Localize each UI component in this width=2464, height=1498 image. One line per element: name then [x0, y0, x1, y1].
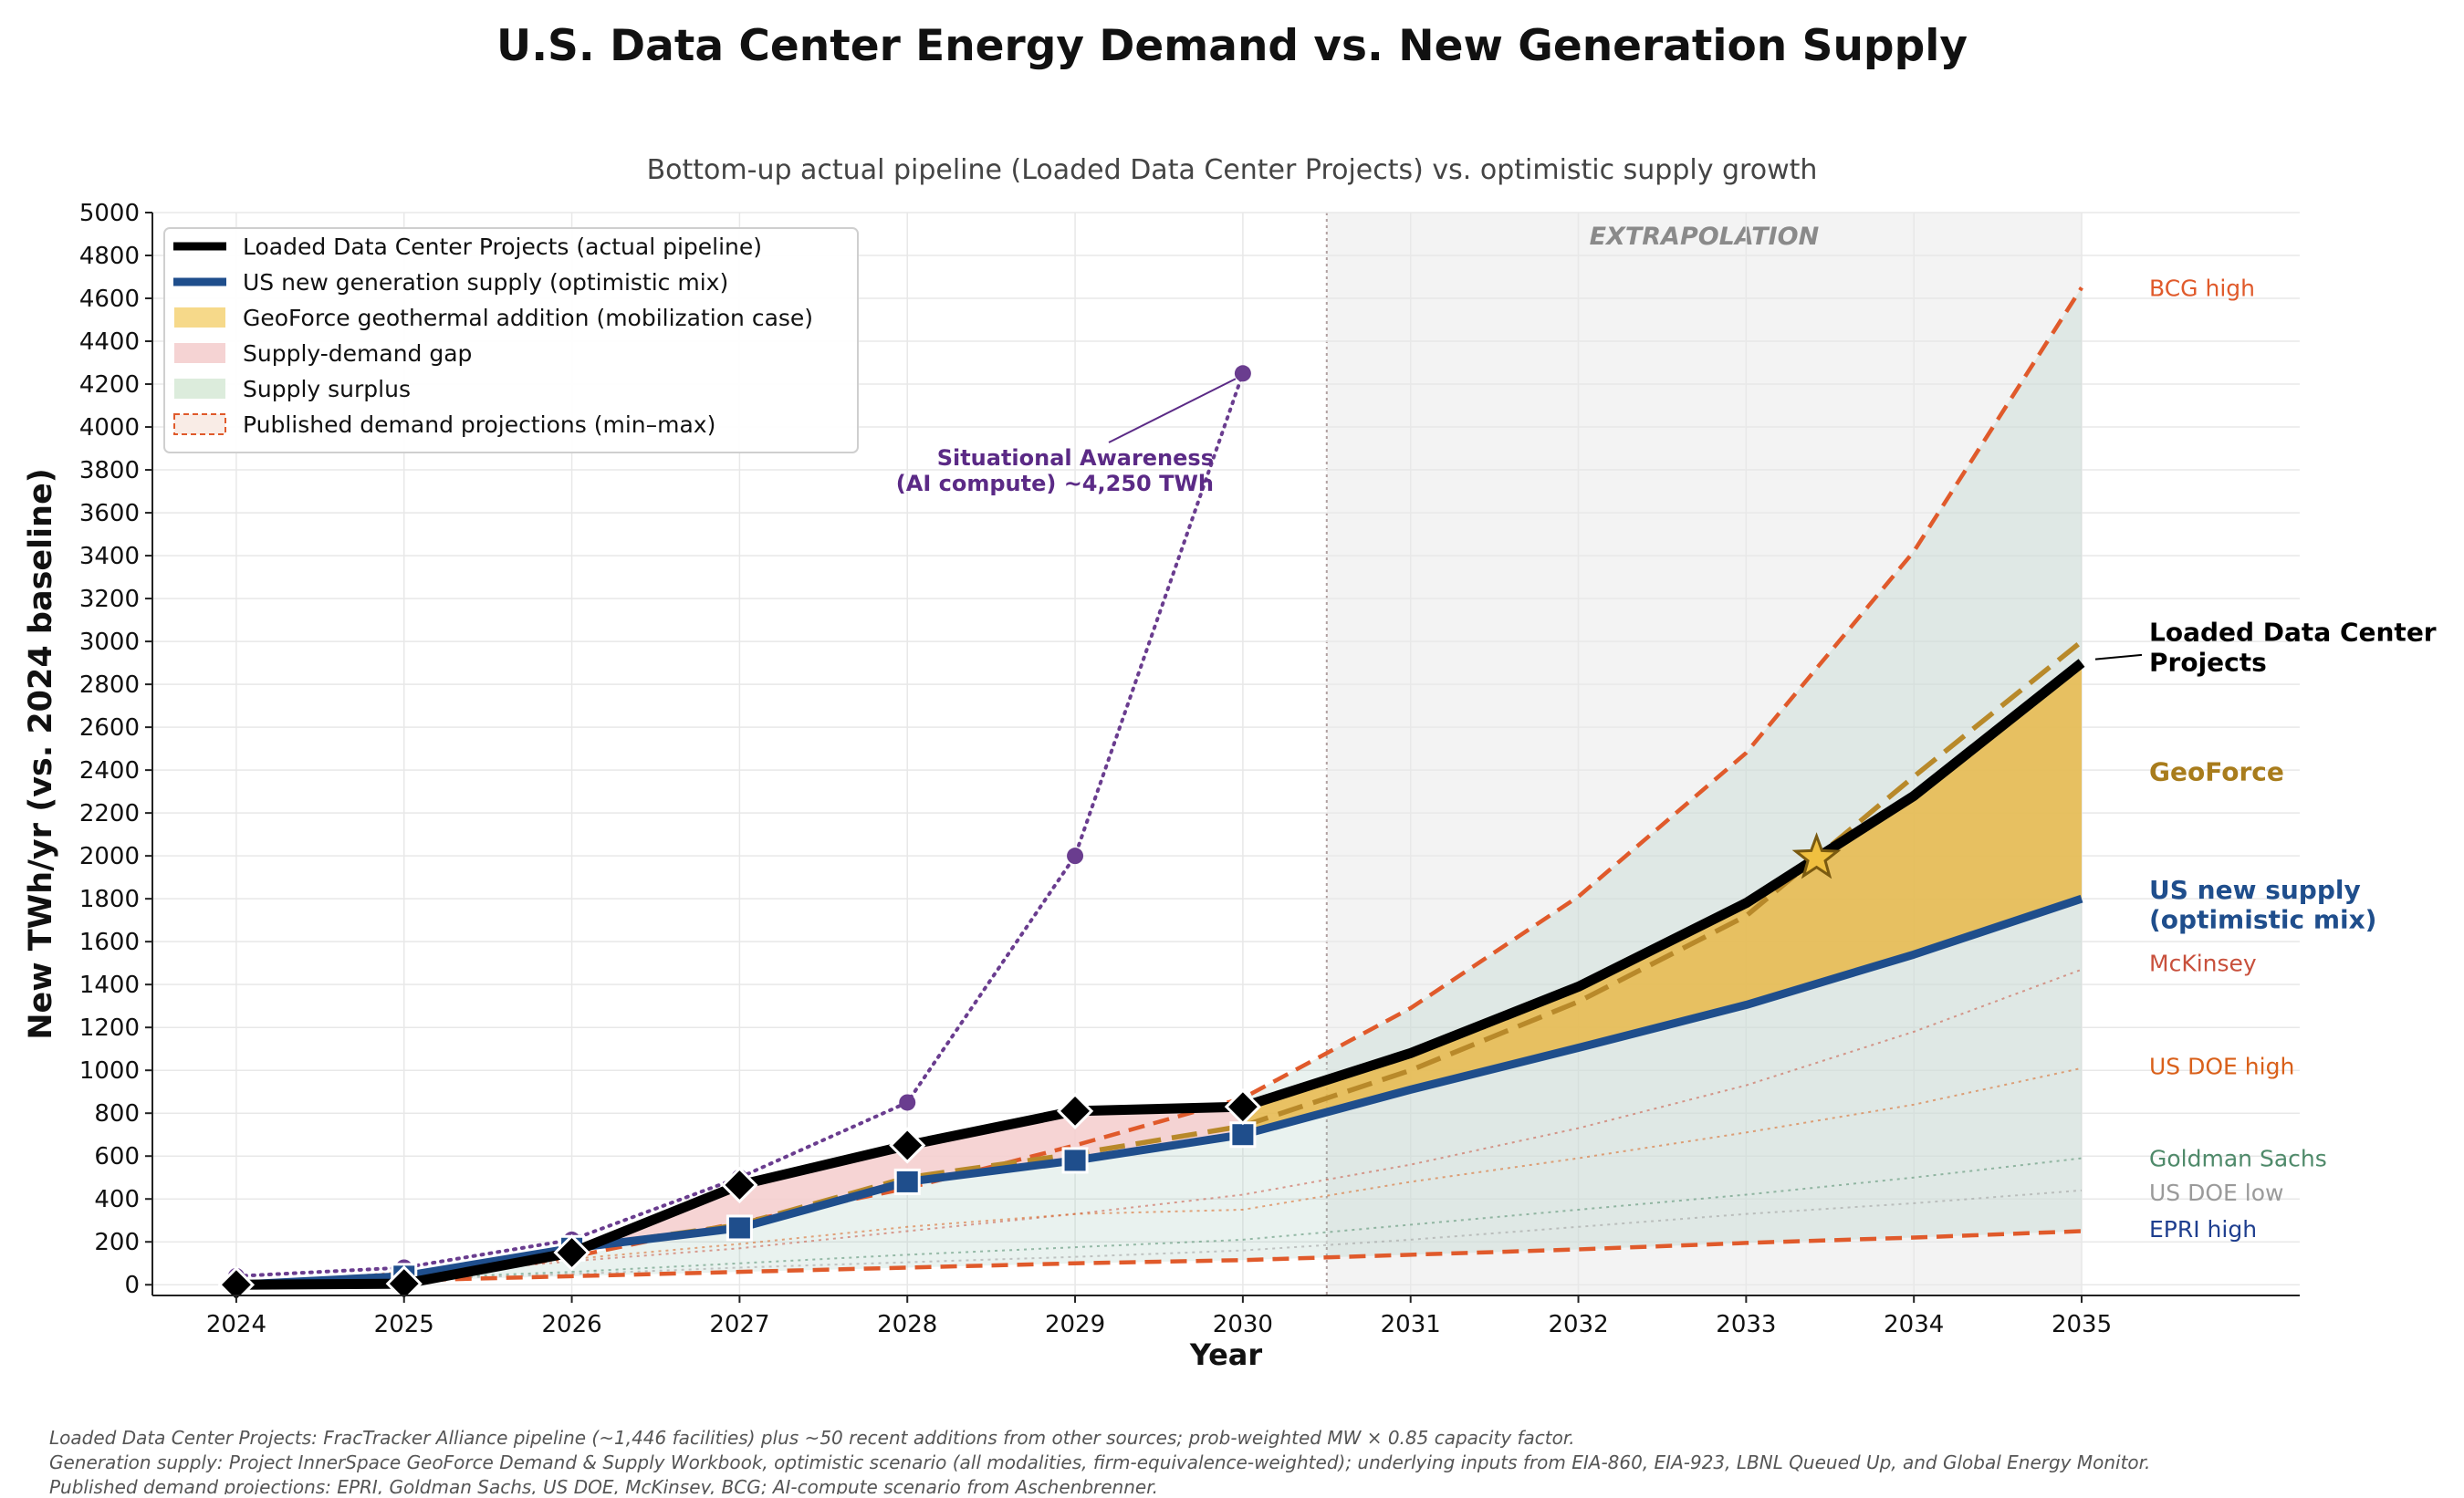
y-tick-label: 2200: [79, 800, 140, 827]
y-tick-label: 0: [124, 1272, 140, 1299]
footnote: Loaded Data Center Projects: FracTracker…: [49, 1427, 1575, 1449]
demand-point: [721, 1166, 758, 1204]
series-label: EPRI high: [2149, 1216, 2257, 1243]
y-tick-label: 4200: [79, 371, 140, 399]
series-label: GeoForce: [2149, 756, 2284, 786]
projection-envelope-area: [403, 287, 2083, 1283]
legend-label: Loaded Data Center Projects (actual pipe…: [243, 234, 762, 260]
x-tick-label: 2033: [1716, 1311, 1776, 1338]
legend-label: Supply-demand gap: [243, 340, 472, 367]
supply-point: [893, 1168, 921, 1195]
series-label: US new supply: [2149, 875, 2361, 905]
legend-swatch: [174, 343, 225, 363]
chart-title: U.S. Data Center Energy Demand vs. New G…: [496, 21, 1968, 71]
x-tick-label: 2035: [2052, 1311, 2112, 1338]
series-label: McKinsey: [2149, 951, 2257, 977]
demand-point: [1056, 1092, 1094, 1129]
footnote: Published demand projections: EPRI, Gold…: [49, 1476, 1158, 1494]
y-tick-label: 2000: [79, 843, 140, 870]
y-tick-label: 4800: [79, 243, 140, 270]
legend-label: Published demand projections (min–max): [243, 411, 715, 438]
supply-point: [726, 1214, 753, 1242]
y-tick-label: 3600: [79, 500, 140, 527]
legend-label: US new generation supply (optimistic mix…: [243, 269, 728, 296]
demand-line: [235, 659, 2085, 1290]
extrapolation-label: EXTRAPOLATION: [1590, 223, 1820, 251]
y-tick-label: 800: [94, 1100, 140, 1128]
x-tick-label: 2028: [877, 1311, 937, 1338]
ai-compute-point: [1234, 365, 1251, 382]
x-tick-label: 2025: [374, 1311, 434, 1338]
series-label: BCG high: [2149, 275, 2255, 301]
annotation-text: (AI compute) ~4,250 TWh: [896, 471, 1214, 496]
demand-point: [553, 1233, 590, 1272]
y-tick-label: 2600: [79, 714, 140, 742]
y-tick-label: 1200: [79, 1014, 140, 1042]
demand-point: [889, 1127, 926, 1164]
legend-box: [163, 227, 859, 453]
ai-compute-point: [1067, 848, 1084, 865]
y-tick-label: 4600: [79, 286, 140, 313]
x-tick-label: 2032: [1548, 1311, 1608, 1338]
x-tick-label: 2031: [1381, 1311, 1441, 1338]
extrapolation-region: [1326, 213, 2083, 1295]
geoforce-addition-area: [1242, 662, 2083, 1135]
legend-swatch: [174, 307, 225, 328]
label-leader: [2094, 653, 2143, 661]
series-label: US DOE high: [2149, 1053, 2294, 1079]
legend-swatch: [174, 379, 225, 399]
ai-compute-point: [899, 1094, 916, 1111]
y-tick-label: 1000: [79, 1057, 140, 1085]
x-tick-label: 2030: [1213, 1311, 1273, 1338]
y-tick-label: 1600: [79, 929, 140, 956]
y-axis-label: New TWh/yr (vs. 2024 baseline): [23, 468, 59, 1040]
annotation-text: Situational Awareness: [937, 445, 1214, 471]
demand-point: [1224, 1088, 1262, 1126]
y-tick-label: 5000: [79, 200, 140, 227]
series-label: Projects: [2149, 648, 2267, 678]
y-tick-label: 200: [94, 1229, 140, 1256]
series-label: (optimistic mix): [2149, 905, 2376, 935]
x-tick-label: 2026: [541, 1311, 601, 1338]
x-tick-label: 2024: [206, 1311, 266, 1338]
legend-label: Supply surplus: [243, 376, 411, 402]
y-tick-label: 600: [94, 1143, 140, 1170]
series-label: US DOE low: [2149, 1180, 2283, 1206]
footnote: Generation supply: Project InnerSpace Ge…: [49, 1451, 2150, 1473]
x-tick-label: 2029: [1045, 1311, 1105, 1338]
annotation-leader: [1108, 378, 1237, 443]
y-tick-label: 1400: [79, 972, 140, 999]
x-axis-label: Year: [1189, 1337, 1263, 1372]
y-tick-label: 4000: [79, 414, 140, 442]
y-tick-label: 3400: [79, 543, 140, 570]
series-label: Loaded Data Center: [2149, 618, 2437, 648]
x-tick-label: 2034: [1884, 1311, 1944, 1338]
y-tick-label: 400: [94, 1186, 140, 1213]
series-label: Goldman Sachs: [2149, 1146, 2327, 1172]
y-tick-label: 2400: [79, 757, 140, 785]
y-tick-label: 1800: [79, 886, 140, 913]
y-tick-label: 3000: [79, 629, 140, 656]
x-tick-label: 2027: [709, 1311, 769, 1338]
crossover-star: [1791, 832, 1842, 879]
y-tick-label: 3800: [79, 457, 140, 484]
supply-point: [1229, 1121, 1257, 1149]
y-tick-label: 4400: [79, 328, 140, 356]
y-tick-label: 2800: [79, 671, 140, 699]
legend-swatch: [173, 413, 226, 435]
y-tick-label: 3200: [79, 586, 140, 613]
chart-subtitle: Bottom-up actual pipeline (Loaded Data C…: [647, 154, 1818, 186]
legend-label: GeoForce geothermal addition (mobilizati…: [243, 305, 813, 331]
projection-line: [235, 968, 2083, 1286]
supply-point: [1061, 1147, 1089, 1174]
projection-line: [235, 1157, 2083, 1286]
